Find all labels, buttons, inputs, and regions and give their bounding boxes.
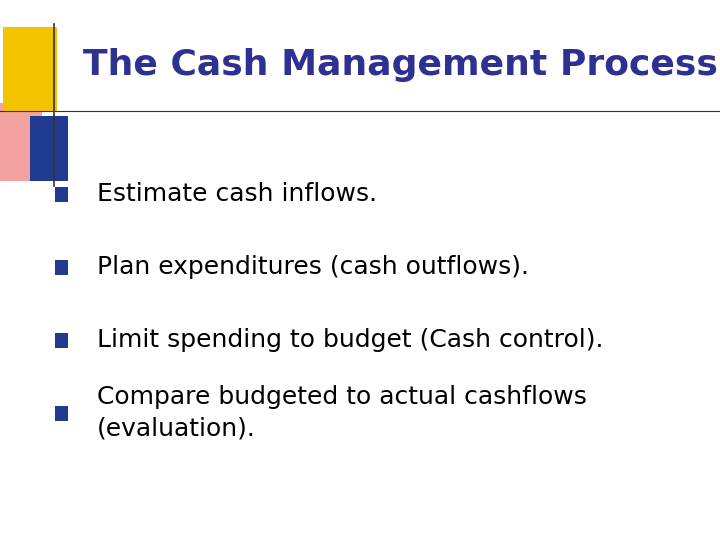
FancyBboxPatch shape: [3, 27, 57, 111]
FancyBboxPatch shape: [55, 333, 68, 348]
Text: Estimate cash inflows.: Estimate cash inflows.: [97, 183, 377, 206]
Text: Limit spending to budget (Cash control).: Limit spending to budget (Cash control).: [97, 328, 603, 352]
Text: Compare budgeted to actual cashflows
(evaluation).: Compare budgeted to actual cashflows (ev…: [97, 386, 587, 441]
FancyBboxPatch shape: [55, 187, 68, 202]
FancyBboxPatch shape: [55, 406, 68, 421]
FancyBboxPatch shape: [55, 260, 68, 275]
FancyBboxPatch shape: [0, 103, 42, 181]
Text: Plan expenditures (cash outflows).: Plan expenditures (cash outflows).: [97, 255, 529, 279]
Text: The Cash Management Process: The Cash Management Process: [83, 48, 718, 82]
FancyBboxPatch shape: [30, 116, 68, 181]
